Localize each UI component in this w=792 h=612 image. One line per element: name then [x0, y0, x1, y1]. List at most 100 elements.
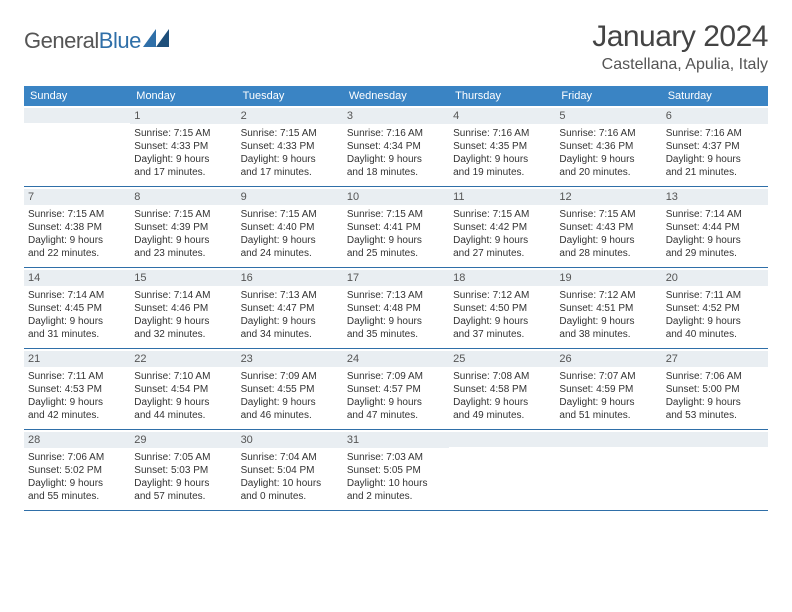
sunrise-line: Sunrise: 7:04 AM [241, 451, 339, 464]
daylight-line-1: Daylight: 9 hours [241, 396, 339, 409]
sunrise-line: Sunrise: 7:13 AM [347, 289, 445, 302]
sunset-line: Sunset: 4:55 PM [241, 383, 339, 396]
day-cell [555, 430, 661, 510]
day-number: 6 [662, 108, 768, 124]
sunrise-line: Sunrise: 7:05 AM [134, 451, 232, 464]
daylight-line-2: and 2 minutes. [347, 490, 445, 503]
sunset-line: Sunset: 4:46 PM [134, 302, 232, 315]
day-number: 8 [130, 189, 236, 205]
daylight-line-2: and 51 minutes. [559, 409, 657, 422]
sunset-line: Sunset: 4:41 PM [347, 221, 445, 234]
daylight-line-2: and 42 minutes. [28, 409, 126, 422]
day-cell: 20Sunrise: 7:11 AMSunset: 4:52 PMDayligh… [662, 268, 768, 348]
sunset-line: Sunset: 4:57 PM [347, 383, 445, 396]
day-cell [662, 430, 768, 510]
day-number-empty [449, 432, 555, 447]
day-cell: 18Sunrise: 7:12 AMSunset: 4:50 PMDayligh… [449, 268, 555, 348]
sunset-line: Sunset: 4:51 PM [559, 302, 657, 315]
sunrise-line: Sunrise: 7:15 AM [241, 208, 339, 221]
day-number: 25 [449, 351, 555, 367]
day-cell: 10Sunrise: 7:15 AMSunset: 4:41 PMDayligh… [343, 187, 449, 267]
day-cell: 26Sunrise: 7:07 AMSunset: 4:59 PMDayligh… [555, 349, 661, 429]
sunrise-line: Sunrise: 7:14 AM [666, 208, 764, 221]
daylight-line-1: Daylight: 9 hours [28, 315, 126, 328]
daylight-line-1: Daylight: 9 hours [28, 234, 126, 247]
daylight-line-1: Daylight: 9 hours [559, 315, 657, 328]
sunrise-line: Sunrise: 7:08 AM [453, 370, 551, 383]
daylight-line-2: and 28 minutes. [559, 247, 657, 260]
day-number: 28 [24, 432, 130, 448]
sunset-line: Sunset: 5:03 PM [134, 464, 232, 477]
sunset-line: Sunset: 4:35 PM [453, 140, 551, 153]
day-number: 23 [237, 351, 343, 367]
daylight-line-1: Daylight: 9 hours [347, 396, 445, 409]
sunset-line: Sunset: 4:59 PM [559, 383, 657, 396]
sunrise-line: Sunrise: 7:11 AM [28, 370, 126, 383]
sunrise-line: Sunrise: 7:09 AM [347, 370, 445, 383]
daylight-line-2: and 25 minutes. [347, 247, 445, 260]
day-cell: 23Sunrise: 7:09 AMSunset: 4:55 PMDayligh… [237, 349, 343, 429]
sunrise-line: Sunrise: 7:15 AM [28, 208, 126, 221]
day-number: 10 [343, 189, 449, 205]
sunset-line: Sunset: 4:42 PM [453, 221, 551, 234]
sunrise-line: Sunrise: 7:10 AM [134, 370, 232, 383]
sunset-line: Sunset: 4:47 PM [241, 302, 339, 315]
sunrise-line: Sunrise: 7:16 AM [666, 127, 764, 140]
daylight-line-2: and 20 minutes. [559, 166, 657, 179]
day-number: 26 [555, 351, 661, 367]
day-number: 19 [555, 270, 661, 286]
day-number: 30 [237, 432, 343, 448]
daylight-line-1: Daylight: 9 hours [134, 477, 232, 490]
day-number: 24 [343, 351, 449, 367]
daylight-line-1: Daylight: 9 hours [453, 153, 551, 166]
sunrise-line: Sunrise: 7:16 AM [453, 127, 551, 140]
month-title: January 2024 [592, 20, 768, 54]
daylight-line-2: and 17 minutes. [134, 166, 232, 179]
daylight-line-1: Daylight: 9 hours [666, 234, 764, 247]
daylight-line-2: and 49 minutes. [453, 409, 551, 422]
logo-text-2: Blue [99, 28, 141, 53]
day-number: 21 [24, 351, 130, 367]
sunrise-line: Sunrise: 7:07 AM [559, 370, 657, 383]
logo: GeneralBlue [24, 28, 169, 54]
sunrise-line: Sunrise: 7:15 AM [134, 208, 232, 221]
day-number: 9 [237, 189, 343, 205]
day-cell: 12Sunrise: 7:15 AMSunset: 4:43 PMDayligh… [555, 187, 661, 267]
daylight-line-2: and 24 minutes. [241, 247, 339, 260]
day-number: 27 [662, 351, 768, 367]
daylight-line-2: and 57 minutes. [134, 490, 232, 503]
sunrise-line: Sunrise: 7:14 AM [28, 289, 126, 302]
sunrise-line: Sunrise: 7:12 AM [559, 289, 657, 302]
daylight-line-1: Daylight: 9 hours [347, 153, 445, 166]
day-cell: 14Sunrise: 7:14 AMSunset: 4:45 PMDayligh… [24, 268, 130, 348]
daylight-line-2: and 46 minutes. [241, 409, 339, 422]
sunset-line: Sunset: 4:54 PM [134, 383, 232, 396]
day-number: 15 [130, 270, 236, 286]
sunrise-line: Sunrise: 7:03 AM [347, 451, 445, 464]
day-header: Friday [555, 86, 661, 106]
daylight-line-1: Daylight: 9 hours [453, 234, 551, 247]
week-row: 28Sunrise: 7:06 AMSunset: 5:02 PMDayligh… [24, 430, 768, 511]
day-number: 18 [449, 270, 555, 286]
daylight-line-2: and 55 minutes. [28, 490, 126, 503]
sunrise-line: Sunrise: 7:13 AM [241, 289, 339, 302]
daylight-line-2: and 35 minutes. [347, 328, 445, 341]
day-header-row: SundayMondayTuesdayWednesdayThursdayFrid… [24, 86, 768, 106]
sunrise-line: Sunrise: 7:15 AM [559, 208, 657, 221]
sunrise-line: Sunrise: 7:06 AM [28, 451, 126, 464]
header: GeneralBlue January 2024 Castellana, Apu… [24, 20, 768, 74]
sunrise-line: Sunrise: 7:06 AM [666, 370, 764, 383]
sunset-line: Sunset: 4:53 PM [28, 383, 126, 396]
day-cell: 31Sunrise: 7:03 AMSunset: 5:05 PMDayligh… [343, 430, 449, 510]
logo-mark-icon [143, 29, 169, 52]
daylight-line-2: and 40 minutes. [666, 328, 764, 341]
day-number-empty [662, 432, 768, 447]
day-number: 17 [343, 270, 449, 286]
daylight-line-1: Daylight: 9 hours [134, 396, 232, 409]
sunset-line: Sunset: 4:38 PM [28, 221, 126, 234]
daylight-line-1: Daylight: 9 hours [453, 315, 551, 328]
day-cell: 4Sunrise: 7:16 AMSunset: 4:35 PMDaylight… [449, 106, 555, 186]
day-number: 29 [130, 432, 236, 448]
daylight-line-2: and 27 minutes. [453, 247, 551, 260]
sunset-line: Sunset: 4:52 PM [666, 302, 764, 315]
